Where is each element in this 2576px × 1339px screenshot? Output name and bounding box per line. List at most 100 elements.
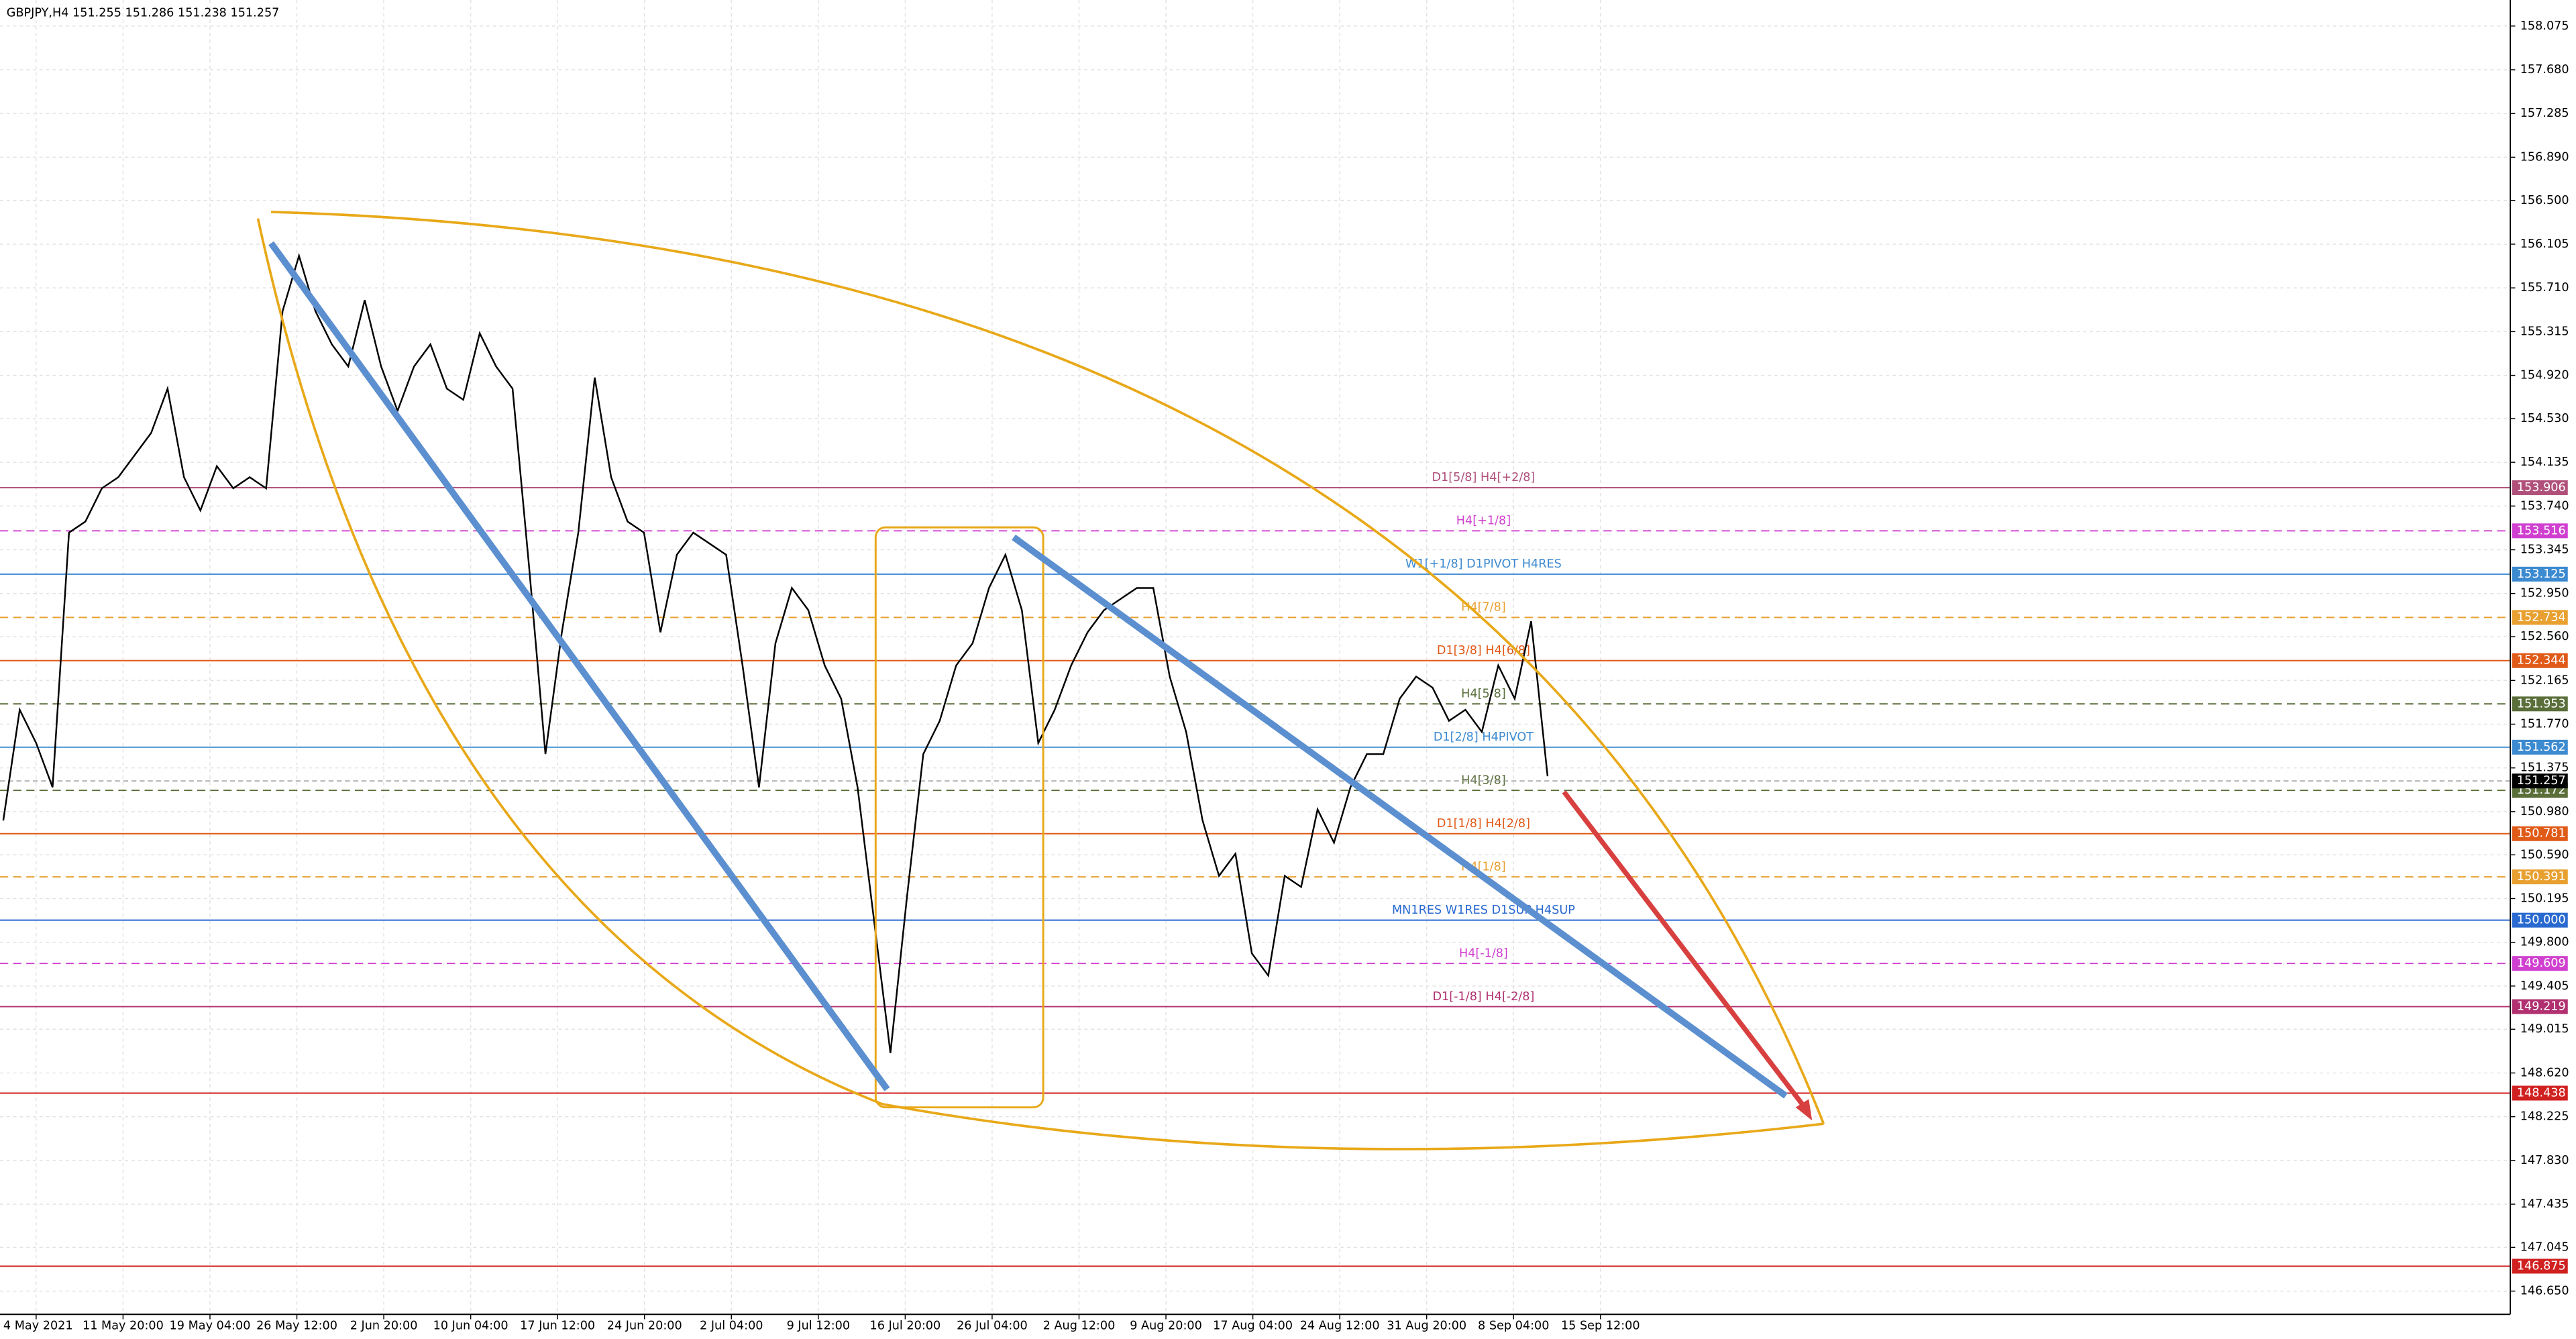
y-tick-label: 152.165: [2520, 674, 2569, 687]
level-value: 149.219: [2517, 1000, 2566, 1014]
x-tick-label: 4 May 2021: [3, 1319, 73, 1332]
x-tick-label: 17 Aug 04:00: [1213, 1319, 1293, 1332]
y-tick-label: 149.800: [2520, 936, 2569, 949]
level-label: D1[3/8] H4[6/8]: [1437, 644, 1530, 657]
y-tick-label: 147.435: [2520, 1197, 2569, 1211]
level-value: 146.875: [2517, 1259, 2566, 1273]
level-label: D1[5/8] H4[+2/8]: [1432, 471, 1536, 484]
level-tag: [2512, 610, 2568, 625]
x-tick-label: 9 Aug 20:00: [1130, 1319, 1202, 1332]
axis: 158.075 157.680 157.285 156.890 156.500 156.1…: [3, 19, 2569, 1333]
x-tick-label: 2 Jun 20:00: [350, 1319, 418, 1332]
y-tick-label: 148.225: [2520, 1110, 2569, 1124]
price: [2, 252, 1549, 1053]
price-value: 151.257: [2517, 774, 2566, 788]
level-value: 150.781: [2517, 827, 2566, 841]
level-label: H4[3/8]: [1461, 774, 1506, 788]
y-tick-label: 147.045: [2520, 1240, 2569, 1254]
y-tick-label: 155.315: [2520, 325, 2569, 338]
level-label: D1[-1/8] H4[-2/8]: [1433, 990, 1535, 1004]
drawings: [256, 211, 1825, 1150]
level-value: 151.953: [2517, 697, 2566, 710]
level-label: H4[+1/8]: [1456, 515, 1511, 528]
arc-bottom: [256, 218, 1824, 1150]
x-tick-label: 11 May 20:00: [83, 1319, 164, 1332]
y-tick-label: 153.740: [2520, 499, 2569, 513]
level-tag: [2512, 1085, 2568, 1101]
range-box: [874, 526, 1044, 1109]
level-tag: [2512, 480, 2568, 495]
level-value: 152.734: [2517, 610, 2566, 624]
y-tick-label: 154.530: [2520, 412, 2569, 425]
level-tag: [2512, 826, 2568, 841]
y-tick-label: 152.950: [2520, 587, 2569, 600]
level-value: 153.516: [2517, 524, 2566, 537]
y-tick-label: 152.560: [2520, 630, 2569, 643]
y-tick-label: 149.405: [2520, 979, 2569, 993]
y-tick-label: 149.015: [2520, 1022, 2569, 1036]
y-tick-label: 156.500: [2520, 194, 2569, 207]
level-label: D1[2/8] H4PIVOT: [1434, 731, 1534, 744]
y-tick-label: 153.345: [2520, 543, 2569, 557]
y-tick-label: 150.590: [2520, 848, 2569, 861]
level-value: 152.344: [2517, 654, 2566, 667]
level-tag: [2512, 956, 2568, 971]
grid: [0, 0, 2511, 1315]
level-label: W1[+1/8] D1PIVOT H4RES: [1405, 557, 1562, 571]
y-tick-label: 156.105: [2520, 237, 2569, 251]
x-tick-label: 26 May 12:00: [256, 1319, 337, 1332]
y-tick-label: 158.075: [2520, 19, 2569, 33]
x-tick-label: 16 Jul 20:00: [870, 1319, 941, 1332]
arrow: [1562, 790, 1809, 1112]
x-tick-label: 24 Jun 20:00: [607, 1319, 682, 1332]
level-value: 150.000: [2517, 914, 2566, 927]
level-label: D1[1/8] H4[2/8]: [1437, 817, 1530, 831]
level-value: 149.609: [2517, 957, 2566, 970]
y-tick-label: 157.680: [2520, 63, 2569, 76]
level-tag: [2512, 696, 2568, 712]
arrow-head: [1795, 1099, 1813, 1121]
arc-top: [271, 211, 1825, 1124]
level-tag: [2512, 869, 2568, 885]
level-label: MN1RES W1RES D1SUP H4SUP: [1392, 904, 1575, 917]
y-tick-label: 151.375: [2520, 761, 2569, 775]
x-tick-label: 15 Sep 12:00: [1561, 1319, 1640, 1332]
level-value: 148.438: [2517, 1086, 2566, 1100]
level-value: 153.125: [2517, 568, 2566, 581]
level-tag: [2512, 566, 2568, 582]
y-tick-label: 150.195: [2520, 892, 2569, 905]
level-label: H4[7/8]: [1461, 601, 1506, 614]
y-tick-label: 147.830: [2520, 1154, 2569, 1167]
x-tick-label: 31 Aug 20:00: [1387, 1319, 1466, 1332]
x-tick-label: 9 Jul 12:00: [787, 1319, 850, 1332]
trendline: [268, 241, 890, 1091]
level-label: H4[-1/8]: [1459, 947, 1508, 960]
level-tag: [2512, 523, 2568, 539]
y-tick-label: 150.980: [2520, 805, 2569, 818]
level-value: 150.391: [2517, 870, 2566, 883]
x-tick-label: 17 Jun 12:00: [520, 1319, 595, 1332]
level-tag: [2512, 739, 2568, 755]
y-tick-label: 151.770: [2520, 717, 2569, 731]
level-value: 153.906: [2517, 481, 2566, 494]
y-tick-label: 148.620: [2520, 1066, 2569, 1079]
price-tag: [2512, 773, 2568, 789]
level-value: 151.562: [2517, 741, 2566, 754]
x-tick-label: 10 Jun 04:00: [433, 1319, 508, 1332]
x-tick-label: 19 May 04:00: [170, 1319, 251, 1332]
y-tick-label: 154.920: [2520, 369, 2569, 382]
x-tick-label: 26 Jul 04:00: [957, 1319, 1028, 1332]
x-tick-label: 2 Aug 12:00: [1043, 1319, 1116, 1332]
y-tick-label: 157.285: [2520, 107, 2569, 120]
x-tick-label: 2 Jul 04:00: [700, 1319, 763, 1332]
chart-title: GBPJPY,H4 151.255 151.286 151.238 151.25…: [7, 7, 280, 20]
y-tick-label: 154.135: [2520, 456, 2569, 469]
level-label: H4[5/8]: [1461, 688, 1506, 701]
level-tag: [2512, 999, 2568, 1014]
level-tag: [2512, 1258, 2568, 1274]
level-tag: [2512, 653, 2568, 668]
y-tick-label: 146.650: [2520, 1285, 2569, 1298]
